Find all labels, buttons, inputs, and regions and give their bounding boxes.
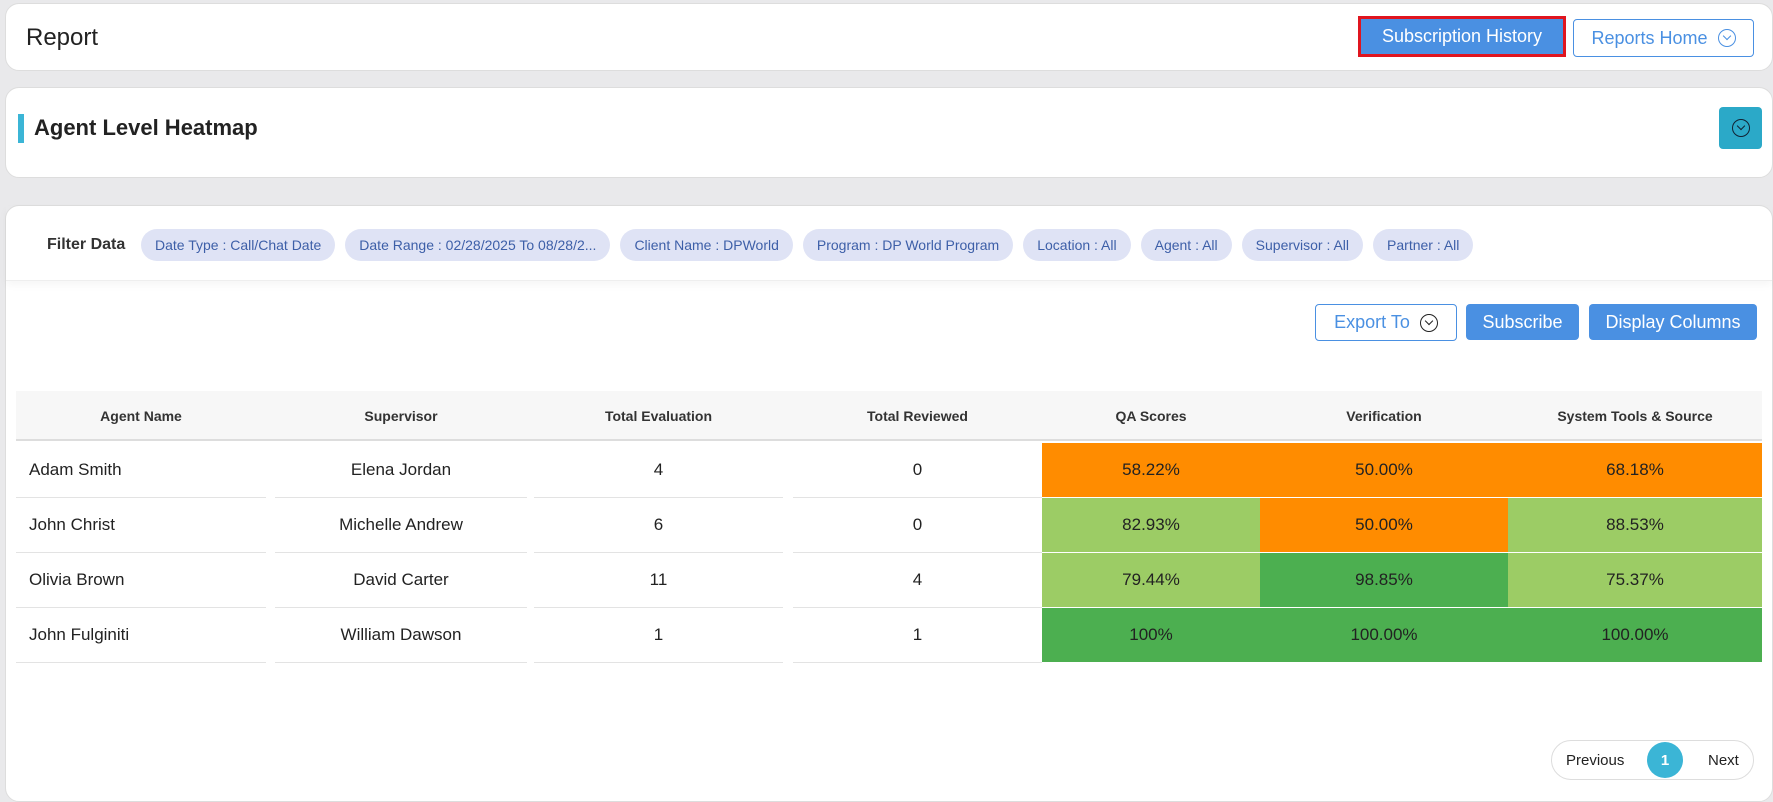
- pagination: Previous 1 Next: [1551, 740, 1754, 780]
- heatmap-cell: 75.37%: [1508, 553, 1762, 608]
- header-row: [16, 391, 1762, 441]
- table-cell: 0: [793, 443, 1042, 498]
- heatmap-cell: 100.00%: [1260, 608, 1508, 663]
- heatmap-cell: 50.00%: [1260, 498, 1508, 553]
- section-card: Agent Level Heatmap: [5, 87, 1773, 178]
- filter-chip[interactable]: Client Name : DPWorld: [620, 229, 793, 261]
- table-cell: Michelle Andrew: [275, 498, 527, 553]
- heatmap-cell: 58.22%: [1042, 443, 1260, 498]
- table-cell: 11: [534, 553, 783, 608]
- previous-button[interactable]: Previous: [1566, 751, 1625, 769]
- section-title: Agent Level Heatmap: [34, 115, 258, 140]
- table-cell: Elena Jordan: [275, 443, 527, 498]
- table-cell: Olivia Brown: [16, 553, 266, 608]
- table-cell: Adam Smith: [16, 443, 266, 498]
- heatmap-cell: 100%: [1042, 608, 1260, 663]
- heatmap-cell: 68.18%: [1508, 443, 1762, 498]
- column-header: Supervisor: [364, 408, 438, 424]
- filter-label: Filter Data: [47, 236, 126, 253]
- filter-chip[interactable]: Supervisor : All: [1241, 229, 1364, 261]
- filter-chip[interactable]: Program : DP World Program: [802, 229, 1014, 261]
- heatmap-cell: 98.85%: [1260, 553, 1508, 608]
- reports-home-button[interactable]: Reports Home: [1573, 19, 1754, 57]
- filter-chip[interactable]: Date Range : 02/28/2025 To 08/28/2...: [345, 229, 611, 261]
- column-header: System Tools & Source: [1557, 408, 1713, 424]
- reports-home-label: Reports Home: [1591, 27, 1708, 48]
- table-cell: John Christ: [16, 498, 266, 553]
- table-cell: William Dawson: [275, 608, 527, 663]
- table-cell: John Fulginiti: [16, 608, 266, 663]
- top-bar: Report Subscription History Reports Home: [5, 3, 1773, 71]
- heatmap-cell: 82.93%: [1042, 498, 1260, 553]
- table-cell: 1: [534, 608, 783, 663]
- accent-bar: [18, 114, 24, 143]
- column-header: Verification: [1346, 408, 1422, 424]
- heatmap-cell: 100.00%: [1508, 608, 1762, 663]
- heatmap-cell: 88.53%: [1508, 498, 1762, 553]
- table-cell: David Carter: [275, 553, 527, 608]
- export-label: Export To: [1334, 312, 1410, 332]
- display-columns-button[interactable]: Display Columns: [1589, 304, 1757, 340]
- column-header: Agent Name: [100, 408, 182, 424]
- filter-chip[interactable]: Partner : All: [1373, 229, 1474, 261]
- table-cell: 6: [534, 498, 783, 553]
- next-button[interactable]: Next: [1708, 751, 1739, 769]
- subscribe-button[interactable]: Subscribe: [1466, 304, 1579, 340]
- table-cell: 4: [534, 443, 783, 498]
- column-header: Total Evaluation: [604, 408, 713, 424]
- filter-chips: Date Type : Call/Chat Date Date Range : 0…: [141, 229, 1474, 261]
- heatmap-cell: 50.00%: [1260, 443, 1508, 498]
- filter-bar: [6, 206, 1772, 281]
- heatmap-cell: 79.44%: [1042, 553, 1260, 608]
- column-header: Total Reviewed: [867, 408, 968, 424]
- filter-chip[interactable]: Agent : All: [1140, 229, 1232, 261]
- page-button[interactable]: 1: [1647, 742, 1683, 778]
- column-header: QA Scores: [1115, 408, 1187, 424]
- table-cell: 0: [793, 498, 1042, 553]
- filter-chip[interactable]: Location : All: [1023, 229, 1131, 261]
- export-button[interactable]: Export To: [1315, 304, 1457, 341]
- page-title: Report: [26, 24, 99, 51]
- table-cell: 4: [793, 553, 1042, 608]
- filter-chip[interactable]: Date Type : Call/Chat Date: [141, 229, 336, 261]
- collapse-button[interactable]: [1719, 107, 1762, 149]
- subscription-history-button[interactable]: Subscription History: [1358, 16, 1566, 57]
- heatmap-table: Agent Name Supervisor Total Evaluation Tota…: [16, 391, 1762, 664]
- table-cell: 1: [793, 608, 1042, 663]
